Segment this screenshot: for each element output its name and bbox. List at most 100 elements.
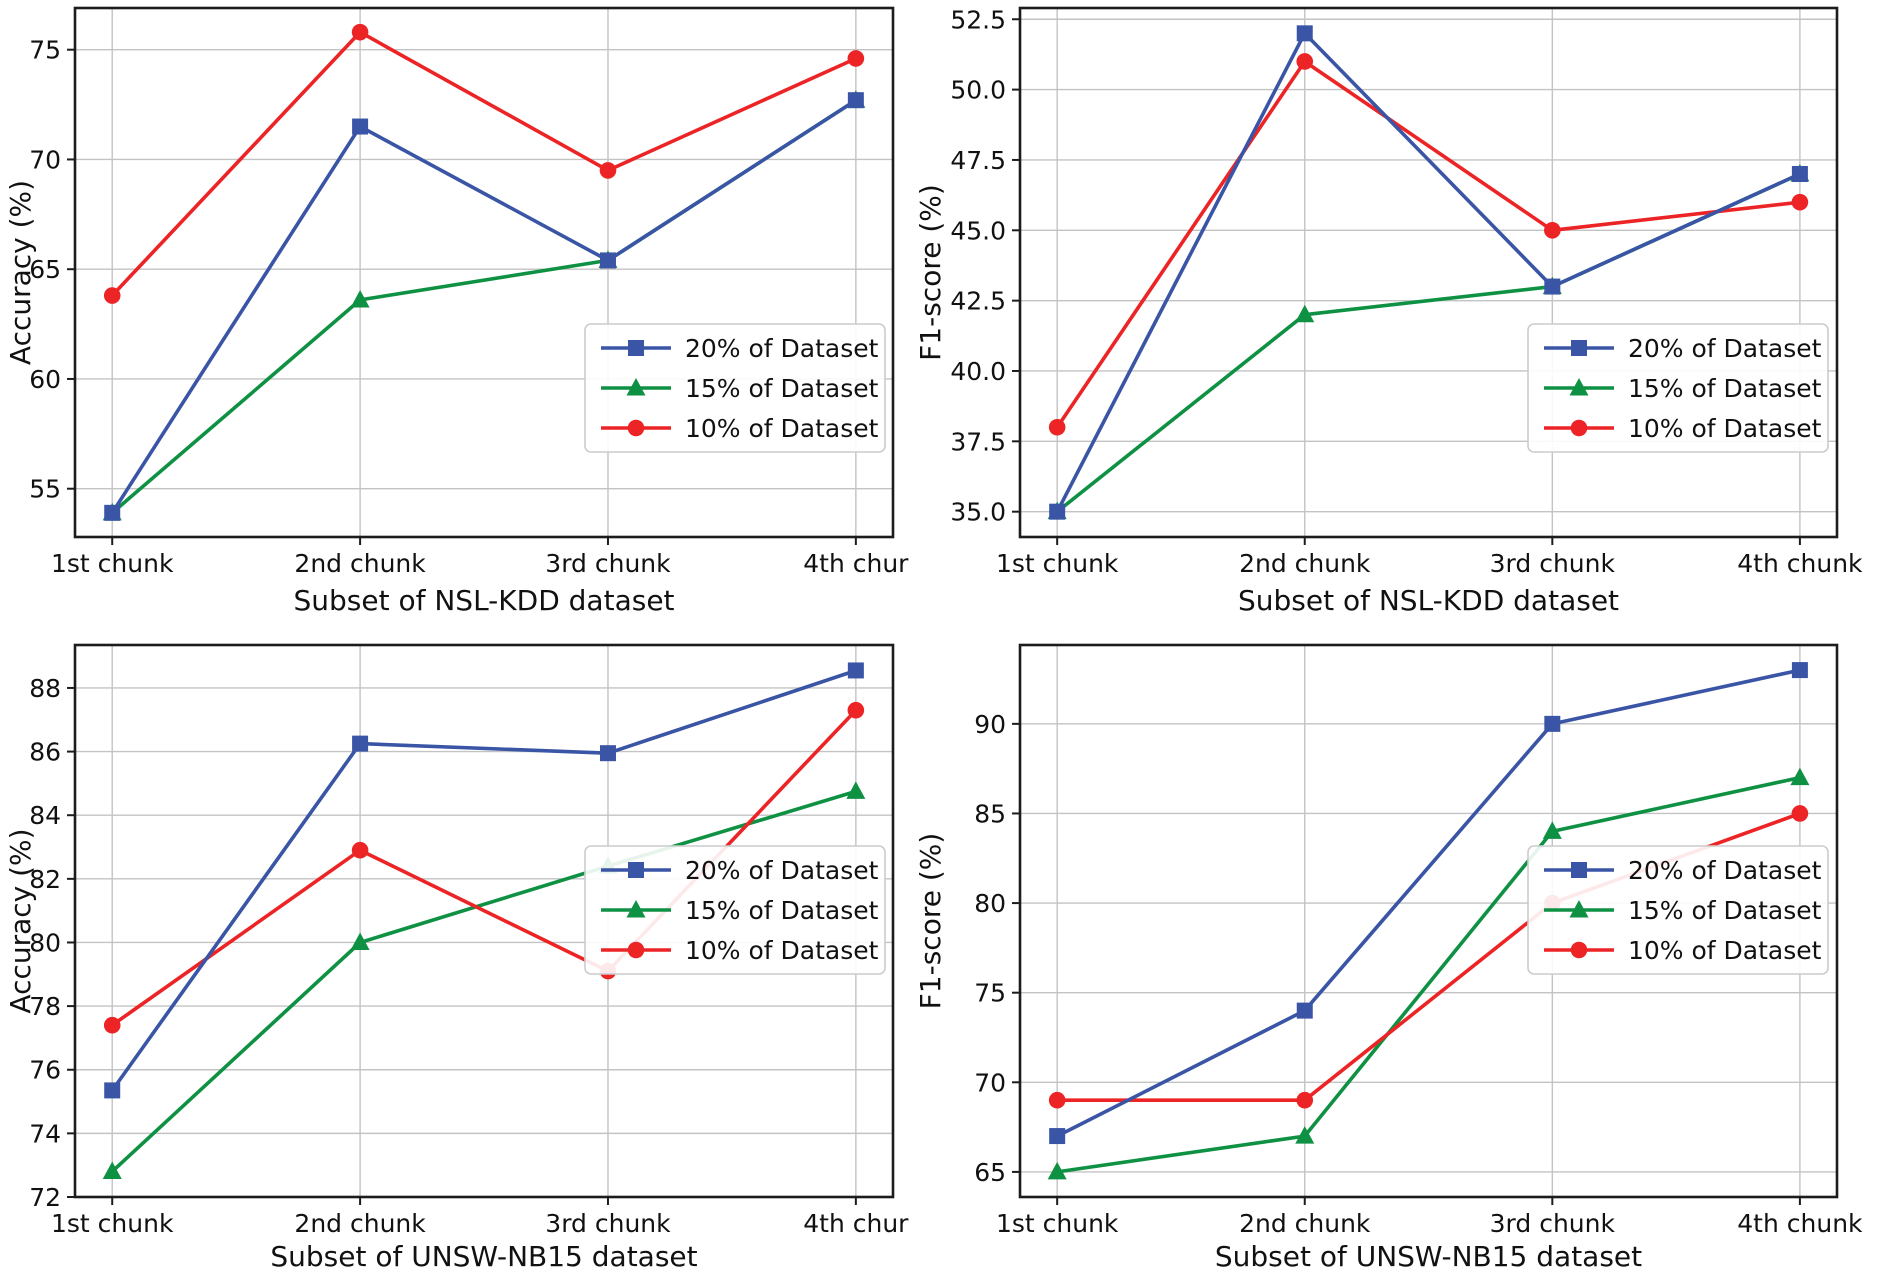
data-point-square [1791, 662, 1808, 679]
series-line-20-of-dataset [1055, 31, 1802, 514]
plot-frame [1018, 6, 1839, 539]
series-line-10-of-dataset [1055, 59, 1802, 430]
data-point-square [1571, 340, 1587, 356]
chart-nsl-kdd-accuracy: 1st chunk 2nd chunk 3rd chunk 4th chur 55 60 6… [4, 6, 909, 617]
x-tick-label: 2nd chunk [294, 549, 426, 578]
data-point-circle [627, 419, 645, 437]
data-point-triangle [1295, 304, 1315, 323]
legend-box [584, 323, 886, 453]
legend: 20% of Dataset 15% of Dataset 10% of Datas… [584, 845, 886, 975]
legend-box [1527, 323, 1829, 453]
y-tick-label: 65 [29, 255, 61, 284]
y-tick-label: 65 [974, 1158, 1006, 1187]
plot-frame [73, 6, 895, 539]
legend-label: 20% of Dataset [1628, 334, 1822, 363]
x-axis-title: Subset of NSL-KDD dataset [293, 584, 674, 617]
data-point-circle [847, 701, 865, 719]
y-tick-label: 35.0 [950, 498, 1006, 527]
legend-label: 20% of Dataset [1628, 856, 1822, 885]
chart-nsl-kdd-f1: 1st chunk 2nd chunk 3rd chunk 4th chunk 35.0… [914, 5, 1863, 617]
legend-label: 20% of Dataset [685, 856, 879, 885]
data-point-triangle [626, 378, 646, 396]
legend-label: 10% of Dataset [685, 936, 879, 965]
x-tick-label: 3rd chunk [545, 1209, 671, 1238]
y-tick-label: 88 [29, 674, 61, 703]
x-tick-label: 4th chur [803, 549, 909, 578]
data-point-square [599, 252, 616, 269]
y-tick-label: 90 [974, 710, 1006, 739]
data-point-circle [1296, 53, 1314, 70]
data-point-triangle [1542, 821, 1562, 839]
data-point-square [628, 340, 644, 356]
data-point-circle [847, 50, 865, 67]
data-point-square [847, 92, 864, 109]
x-axis-title: Subset of NSL-KDD dataset [1238, 584, 1619, 617]
x-tick-label: 4th chunk [1737, 549, 1863, 578]
plot-frame [1018, 643, 1839, 1199]
data-point-square [104, 1082, 121, 1099]
x-tick-label: 2nd chunk [294, 1209, 426, 1238]
data-point-circle [1791, 805, 1809, 822]
y-axis-title: F1-score (%) [914, 833, 947, 1010]
series-line-20-of-dataset [110, 98, 858, 515]
y-tick-label: 75 [29, 36, 61, 65]
data-point-circle [1791, 193, 1809, 211]
data-point-circle [1048, 418, 1066, 436]
data-point-circle [351, 841, 369, 859]
y-tick-label: 52.5 [950, 5, 1006, 34]
y-axis-title: Accuracy (%) [4, 828, 37, 1013]
legend-label: 10% of Dataset [685, 414, 879, 443]
y-tick-label: 80 [29, 928, 61, 957]
data-point-square [352, 735, 369, 752]
data-point-square [1791, 166, 1808, 183]
y-tick-label: 85 [974, 799, 1006, 828]
legend: 20% of Dataset 15% of Dataset 10% of Datas… [1527, 845, 1829, 975]
data-point-circle [1570, 419, 1588, 437]
y-tick-label: 45.0 [950, 216, 1006, 245]
data-point-square [1049, 503, 1066, 520]
data-point-square [1571, 862, 1587, 878]
legend-label: 15% of Dataset [1628, 374, 1822, 403]
x-tick-label: 3rd chunk [1490, 549, 1616, 578]
y-tick-label: 84 [29, 801, 61, 830]
data-point-triangle [350, 932, 370, 950]
series-line-20-of-dataset [110, 668, 858, 1093]
data-point-triangle [1569, 900, 1589, 918]
data-point-circle [1570, 941, 1588, 959]
y-axis-title: F1-score (%) [914, 184, 947, 361]
data-point-circle [627, 941, 645, 959]
data-point-square [847, 662, 864, 679]
chart-unsw-nb15-accuracy: 1st chunk 2nd chunk 3rd chunk 4th chur 72 74 7… [4, 643, 909, 1273]
y-axis-title: Accuracy (%) [4, 180, 37, 365]
legend: 20% of Dataset 15% of Dataset 10% of Datas… [1527, 323, 1829, 453]
data-point-circle [599, 162, 617, 179]
data-point-square [628, 862, 644, 878]
data-point-square [1049, 1128, 1066, 1145]
legend-box [584, 845, 886, 975]
data-point-circle [1048, 1091, 1066, 1109]
data-point-square [1296, 25, 1313, 42]
data-point-circle [1544, 221, 1561, 239]
data-point-square [1544, 715, 1561, 732]
chart-unsw-nb15-f1: 1st chunk 2nd chunk 3rd chunk 4th chunk 65 70… [914, 643, 1863, 1273]
legend-box [1527, 845, 1829, 975]
legend: 20% of Dataset 15% of Dataset 10% of Datas… [584, 323, 886, 453]
data-point-square [1296, 1002, 1313, 1019]
data-point-triangle [1569, 378, 1589, 396]
y-tick-label: 42.5 [950, 287, 1006, 316]
y-tick-label: 70 [974, 1068, 1006, 1097]
x-axis-title: Subset of UNSW-NB15 dataset [1215, 1240, 1642, 1273]
x-tick-label: 3rd chunk [1490, 1209, 1616, 1238]
data-point-triangle [350, 289, 370, 308]
x-tick-label: 2nd chunk [1239, 1209, 1371, 1238]
y-tick-label: 47.5 [950, 146, 1006, 175]
x-axis-title: Subset of UNSW-NB15 dataset [270, 1240, 697, 1273]
y-tick-label: 55 [29, 475, 61, 504]
y-tick-label: 86 [29, 738, 61, 767]
data-point-triangle [1295, 1126, 1315, 1144]
y-tick-label: 40.0 [950, 357, 1006, 386]
y-tick-label: 82 [29, 865, 61, 894]
series-line-15-of-dataset [110, 789, 858, 1174]
